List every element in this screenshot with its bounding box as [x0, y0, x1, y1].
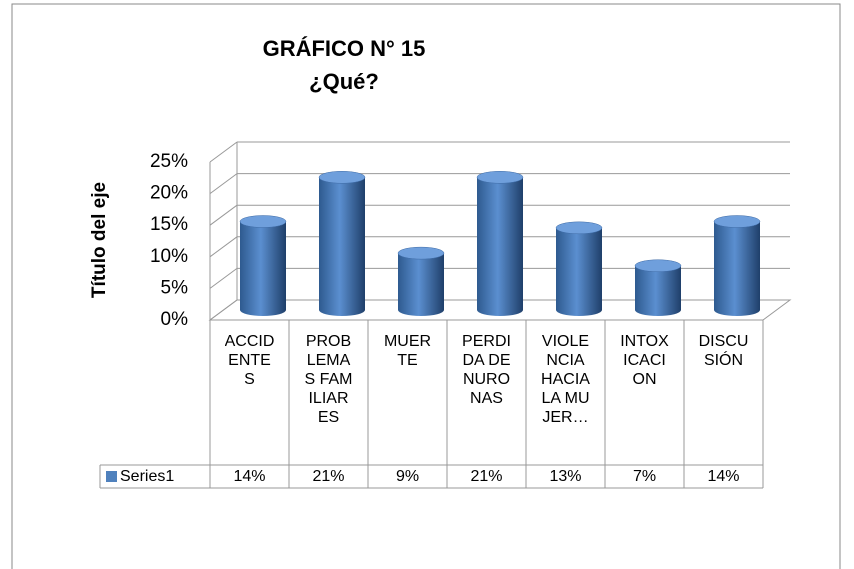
- value-label: 14%: [233, 468, 265, 485]
- category-label: ACCIDENTES: [224, 333, 275, 388]
- value-label: 21%: [312, 468, 344, 485]
- grid-line-side: [209, 267, 238, 289]
- bar: [397, 246, 445, 316]
- value-label: 7%: [633, 468, 656, 485]
- bar: [476, 171, 524, 316]
- grid-line-side: [209, 236, 238, 258]
- y-tick-label: 0%: [161, 309, 189, 330]
- value-label: 9%: [396, 468, 419, 485]
- y-axis-title: Título del eje: [89, 182, 110, 298]
- category-label: INTOXICACION: [620, 333, 669, 388]
- value-label: 13%: [549, 468, 581, 485]
- category-label: PERDIDA DE NURONAS: [462, 333, 511, 407]
- bar: [318, 171, 366, 316]
- chart-title: GRÁFICO N° 15: [263, 36, 426, 61]
- bar: [634, 259, 682, 316]
- bar: [239, 215, 287, 316]
- y-tick-label: 20%: [150, 183, 188, 204]
- category-label: VIOLENCIA HACIA LA MUJER…: [541, 333, 590, 426]
- category-label: DISCUSIÓN: [698, 333, 749, 369]
- bar: [555, 221, 603, 316]
- grid-line-side: [209, 299, 238, 321]
- category-label: MUERTE: [383, 333, 432, 369]
- grid-line-side: [209, 141, 238, 163]
- legend-swatch: [106, 471, 117, 482]
- chart-subtitle: ¿Qué?: [309, 69, 379, 94]
- y-tick-label: 10%: [150, 246, 188, 267]
- grid-line-side: [209, 173, 238, 195]
- value-label: 21%: [470, 468, 502, 485]
- value-label: 14%: [707, 468, 739, 485]
- bar: [713, 215, 761, 316]
- y-tick-label: 15%: [150, 214, 188, 235]
- grid-line-side: [209, 204, 238, 226]
- category-label: PROBLEMAS FAMILIARES: [304, 333, 353, 426]
- y-tick-label: 5%: [161, 277, 189, 298]
- y-tick-label: 25%: [150, 151, 188, 172]
- legend-label: Series1: [120, 468, 174, 485]
